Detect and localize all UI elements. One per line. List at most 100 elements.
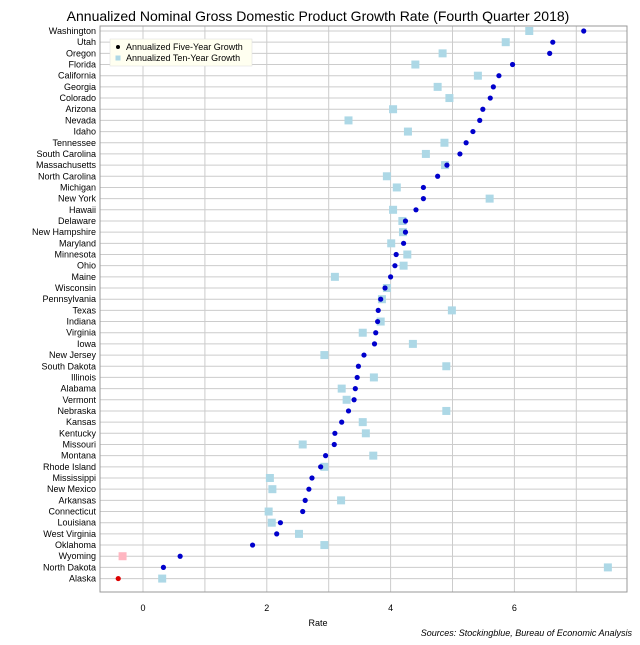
five-year-point — [375, 318, 381, 325]
five-year-point — [420, 184, 427, 191]
state-label: Texas — [72, 305, 96, 315]
five-year-point — [323, 453, 329, 459]
ten-year-point — [337, 496, 346, 505]
five-year-point — [160, 564, 167, 571]
state-label: Delaware — [58, 216, 96, 226]
state-label: Oklahoma — [55, 540, 96, 550]
state-label: California — [58, 71, 96, 81]
state-label: Nebraska — [57, 406, 96, 416]
ten-year-series — [118, 27, 612, 583]
ten-year-point — [473, 71, 482, 80]
state-label: Iowa — [77, 339, 96, 349]
ten-year-point — [344, 116, 353, 125]
five-year-point — [306, 486, 312, 492]
ten-year-point — [387, 239, 396, 248]
legend-five-year-marker — [116, 45, 120, 49]
five-year-point — [388, 274, 394, 280]
state-label: Utah — [77, 37, 96, 47]
ten-year-point — [389, 105, 398, 114]
five-year-point — [339, 419, 345, 425]
five-year-point — [496, 73, 502, 79]
ten-year-point — [358, 418, 367, 427]
state-label: Oregon — [66, 48, 96, 58]
five-year-point — [402, 229, 409, 235]
ten-year-point — [382, 172, 391, 181]
state-label: Maryland — [59, 238, 96, 248]
legend-ten-year-marker — [115, 55, 121, 61]
legend-five-year-label: Annualized Five-Year Growth — [126, 42, 243, 52]
ten-year-point — [267, 518, 276, 527]
five-year-point — [420, 196, 427, 202]
five-year-point — [249, 542, 256, 548]
ten-year-point — [501, 38, 510, 47]
ten-year-point — [403, 127, 412, 136]
state-label: Indiana — [66, 317, 96, 327]
five-year-point — [371, 341, 378, 347]
ten-year-point — [330, 272, 339, 281]
ten-year-point — [118, 552, 127, 561]
five-year-series — [115, 28, 587, 582]
five-year-point — [487, 95, 493, 101]
five-year-point — [413, 207, 419, 213]
ten-year-point — [265, 474, 274, 482]
state-label: Louisiana — [57, 518, 96, 528]
five-year-point — [177, 553, 183, 559]
five-year-point — [444, 162, 450, 168]
ten-year-point — [525, 27, 534, 35]
five-year-point — [331, 441, 337, 448]
state-label: Alaska — [69, 574, 96, 584]
five-year-point — [463, 140, 469, 146]
state-label: New York — [58, 194, 97, 204]
state-label: Colorado — [59, 93, 96, 103]
state-label: Tennessee — [52, 138, 96, 148]
ten-year-point — [320, 462, 329, 471]
state-label: Georgia — [64, 82, 96, 92]
x-axis-title: Rate — [308, 618, 327, 628]
ten-year-point — [369, 451, 378, 460]
five-year-point — [477, 117, 483, 123]
ten-year-point — [398, 216, 407, 225]
state-label: Massachusetts — [36, 160, 97, 170]
five-year-point — [402, 218, 409, 224]
ten-year-point — [411, 60, 420, 69]
five-year-point — [470, 128, 476, 135]
ten-year-point — [342, 395, 351, 404]
five-year-point — [351, 397, 357, 403]
five-year-point — [375, 307, 381, 313]
x-axis-ticks: 0 2 4 6 — [140, 603, 516, 613]
five-year-point — [354, 374, 360, 381]
state-label: Illinois — [71, 372, 97, 382]
five-year-point — [352, 386, 358, 392]
state-label: Missouri — [62, 439, 96, 449]
state-label: Hawaii — [69, 205, 96, 215]
state-label: Kansas — [66, 417, 97, 427]
ten-year-point — [445, 94, 454, 103]
ten-year-point — [358, 328, 367, 337]
state-label: Washington — [49, 26, 96, 36]
five-year-point — [581, 28, 587, 34]
ten-year-point — [337, 384, 346, 393]
state-label: Wisconsin — [55, 283, 96, 293]
five-year-point — [490, 84, 496, 90]
ten-year-point — [442, 362, 451, 371]
five-year-point — [392, 263, 398, 269]
ten-year-point — [268, 485, 277, 494]
x-tick-label: 4 — [388, 603, 393, 613]
state-label: Maine — [71, 272, 96, 282]
ten-year-point — [440, 138, 449, 147]
five-year-point — [509, 61, 516, 68]
legend: Annualized Five-Year Growth Annualized T… — [109, 38, 253, 67]
ten-year-point — [442, 406, 451, 415]
ten-year-point — [603, 563, 612, 572]
five-year-point — [355, 363, 362, 369]
ten-year-point — [389, 205, 398, 214]
state-label: South Dakota — [41, 361, 96, 371]
state-label: West Virginia — [43, 529, 96, 539]
five-year-point — [332, 430, 338, 436]
state-label: Montana — [61, 451, 96, 461]
five-year-point — [480, 106, 486, 112]
five-year-point — [300, 508, 306, 515]
ten-year-point — [392, 183, 401, 192]
